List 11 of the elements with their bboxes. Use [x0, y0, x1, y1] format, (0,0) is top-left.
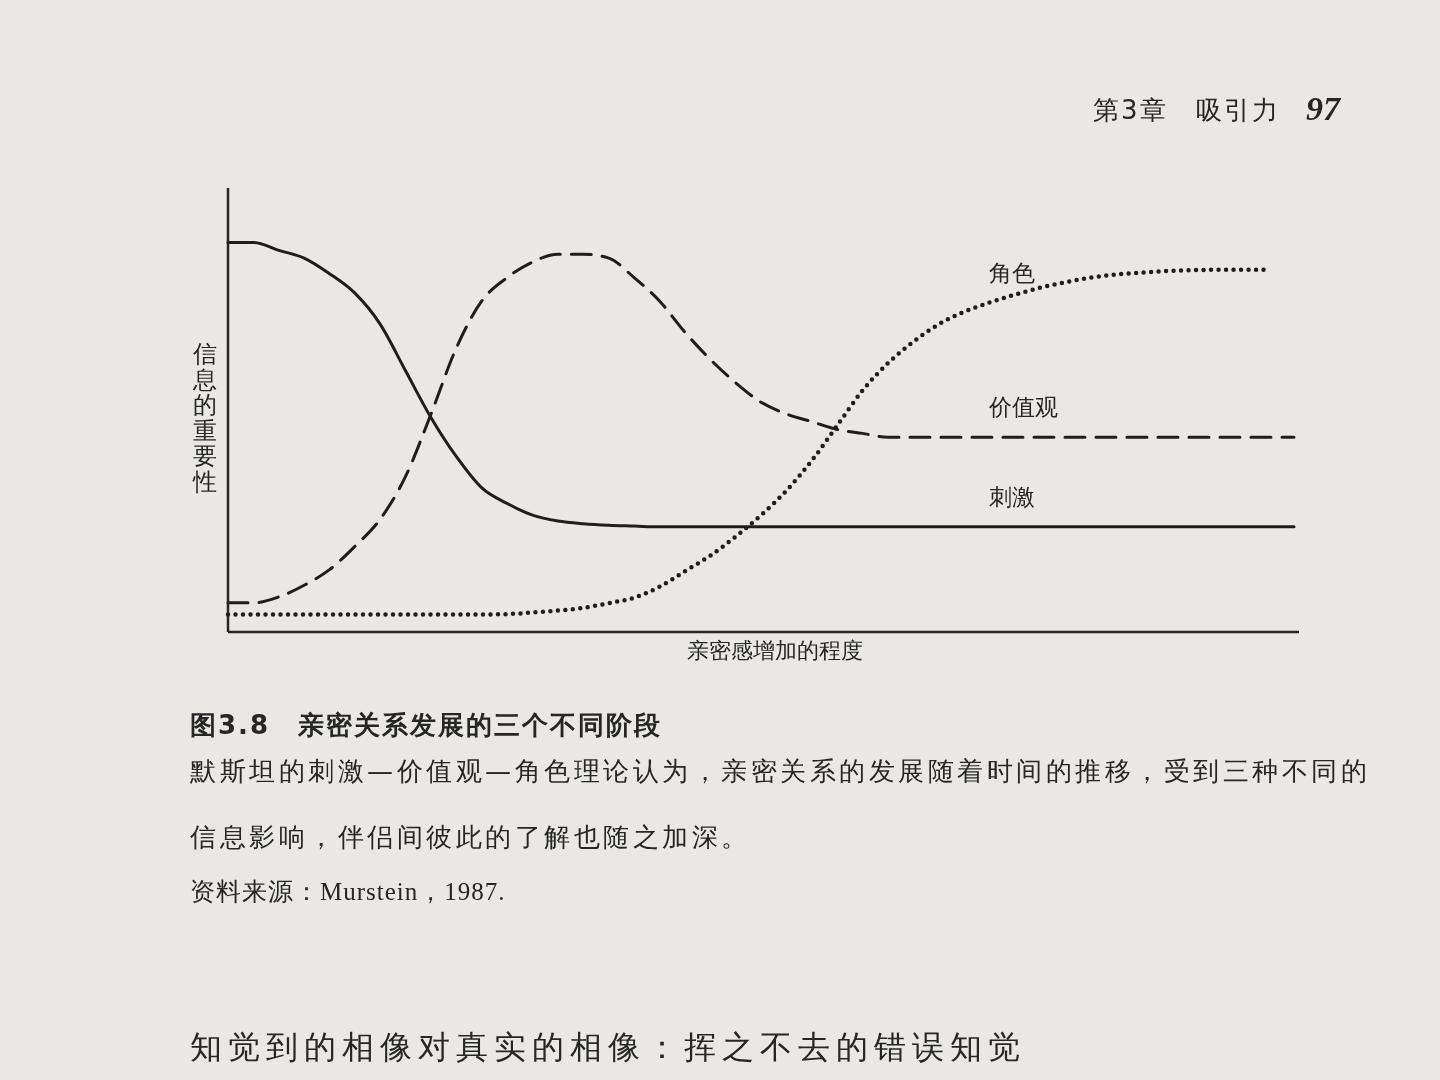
- x-axis-title: 亲密感增加的程度: [686, 637, 864, 665]
- series-label: 角色: [989, 259, 1036, 286]
- series-label: 价值观: [988, 394, 1059, 421]
- text: 知觉到的相像对真实的相像：挥之不去的错误知觉: [190, 1027, 1026, 1068]
- text: 资料来源：Murstein，1987.: [190, 877, 506, 907]
- y-axis-title: 信息的重要性: [192, 340, 218, 496]
- text: 默斯坦的刺激—价值观—角色理论认为，亲密关系的发展随着时间的推移，受到三种不同的信息影响，伴侣间彼此的了解也随之加深。: [190, 756, 1370, 852]
- series-label: 刺激: [989, 483, 1036, 510]
- text: 97: [1306, 89, 1340, 129]
- text: 第3章 吸引力: [1093, 94, 1280, 127]
- text: 图3.8 亲密关系发展的三个不同阶段: [190, 709, 663, 742]
